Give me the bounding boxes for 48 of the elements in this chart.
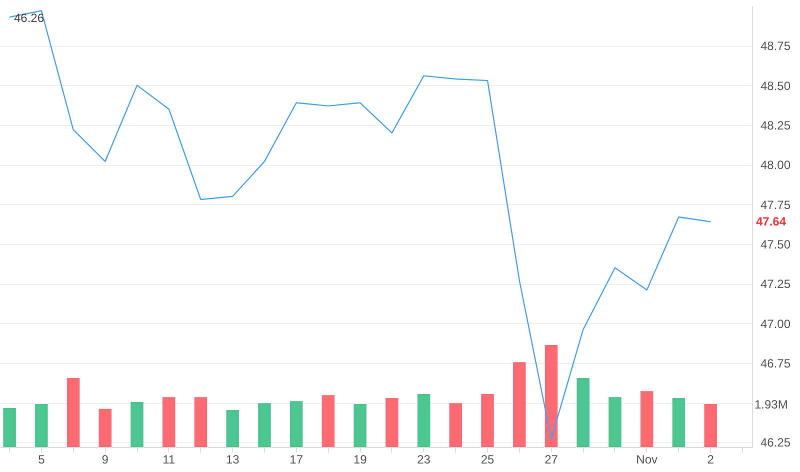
x-tick-label: 19 [353, 452, 368, 466]
x-tick-label: Nov [636, 452, 658, 466]
bar [35, 404, 48, 447]
y-tick-label: 47.50 [760, 237, 791, 252]
bar [481, 394, 494, 447]
line-series [8, 10, 712, 440]
y-tick-label: 47.00 [760, 316, 791, 331]
bar [640, 391, 654, 447]
x-tick-label: 13 [226, 452, 240, 466]
bar [672, 398, 686, 447]
x-tick-label: 5 [38, 452, 46, 466]
y-tick-label: 48.50 [760, 78, 791, 93]
y-tick-label: 48.00 [760, 158, 791, 172]
bar [576, 378, 590, 447]
y-tick-label: 46.75 [760, 356, 791, 370]
x-tick-label: 23 [417, 452, 431, 466]
bar [98, 408, 112, 447]
bar [417, 394, 430, 447]
x-tick-label: 27 [544, 452, 558, 466]
y-tick-label: 46.25 [760, 436, 791, 450]
x-tick-label: 9 [102, 452, 109, 466]
bar [194, 397, 208, 447]
x-tick-label: 17 [290, 452, 304, 466]
bar [608, 397, 622, 447]
bar [544, 344, 558, 447]
bar [513, 362, 526, 447]
bar [354, 404, 366, 447]
bar [130, 402, 144, 447]
bar [226, 410, 239, 447]
bar [386, 398, 398, 447]
bar [322, 395, 335, 447]
x-tick-label: 2 [707, 452, 714, 466]
x-tick-label: 25 [480, 452, 495, 466]
y2-tick-label: 1.93M [754, 398, 788, 412]
bar [449, 403, 462, 447]
y-tick-label: 47.25 [760, 277, 791, 292]
x-tick-label: 11 [162, 452, 176, 466]
annotation: 46.26 [14, 11, 44, 25]
bar [162, 397, 176, 447]
bar [66, 378, 80, 447]
y-tick-label: 47.75 [760, 198, 791, 212]
y-tick-label: 48.75 [760, 39, 791, 54]
bar [290, 401, 303, 447]
y-tick-label: 48.25 [760, 118, 791, 132]
bar [3, 408, 16, 447]
text: 47.64 [756, 214, 786, 229]
bar [258, 403, 271, 447]
bar [704, 404, 717, 447]
